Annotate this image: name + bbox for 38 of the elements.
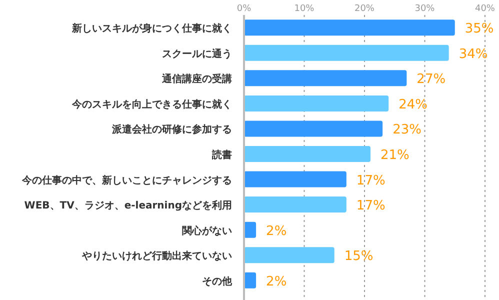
y-tick-label: 今のスキルを向上できる仕事に就く [71, 98, 232, 110]
data-label: 15% [344, 249, 374, 264]
x-tick-label: 20% [354, 4, 375, 14]
bar [244, 70, 407, 86]
y-tick-label: 新しいスキルが身につく仕事に就く [71, 22, 232, 35]
y-tick-label: やりたいけれど行動出来ていない [81, 250, 232, 262]
y-tick-label: WEB、TV、ラジオ、e-learningなどを利用 [24, 200, 232, 212]
data-label: 27% [416, 72, 446, 88]
y-tick-label: その他 [202, 275, 233, 288]
y-tick-label: 読書 [211, 149, 232, 161]
bar [244, 222, 256, 238]
bar [244, 146, 371, 162]
data-label: 2% [266, 274, 287, 290]
x-tick-label: 10% [294, 4, 315, 14]
data-label: 24% [398, 97, 428, 112]
bar [244, 247, 334, 264]
y-tick-label: 通信講座の受講 [161, 73, 232, 86]
y-tick-label: 関心がない [182, 224, 232, 237]
data-label: 23% [392, 122, 422, 138]
data-label: 21% [380, 148, 410, 163]
y-tick-label: 派遣会社の研修に参加する [111, 124, 232, 136]
bar [244, 44, 449, 61]
bar [244, 95, 389, 112]
y-tick-label: スクールに通う [162, 48, 232, 60]
bar [244, 196, 346, 213]
data-label: 17% [356, 173, 386, 188]
x-tick-label: 30% [414, 4, 436, 14]
x-tick-label: 40% [474, 4, 496, 14]
bar [244, 272, 256, 288]
bar [244, 120, 383, 137]
data-label: 35% [464, 22, 494, 37]
x-tick-label: 0% [236, 4, 252, 14]
data-label: 2% [266, 224, 287, 239]
data-label: 17% [356, 198, 386, 214]
y-tick-label: 今の仕事の中で、新しいことにチャレンジする [21, 174, 232, 186]
data-label: 34% [458, 46, 488, 62]
bar [244, 171, 346, 188]
bar [244, 20, 455, 36]
